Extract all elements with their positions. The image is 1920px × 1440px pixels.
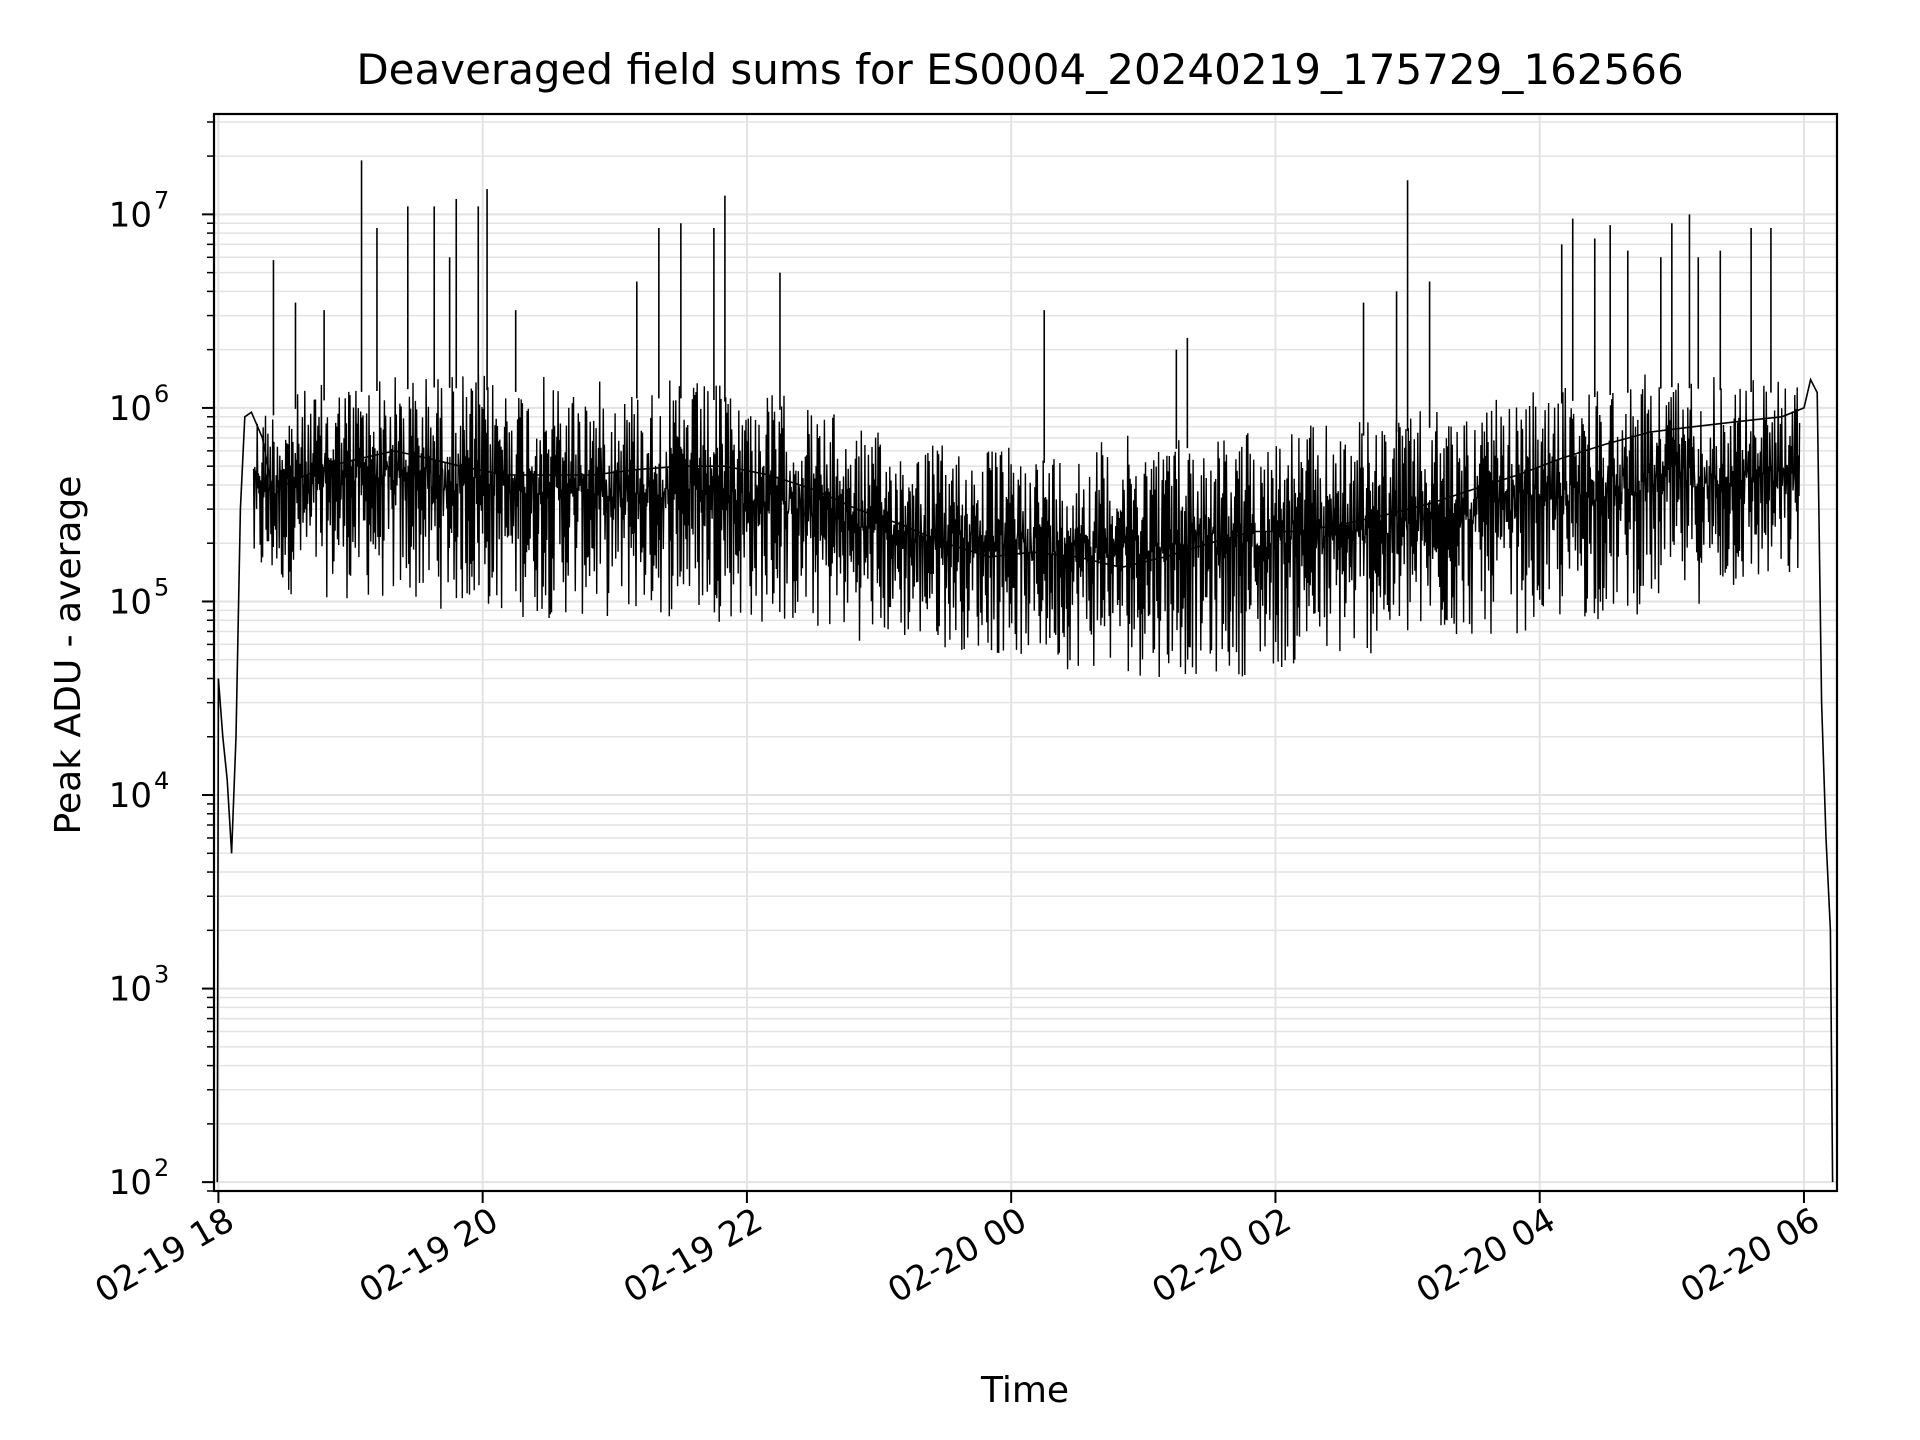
- series-band-path: [252, 374, 1801, 678]
- y-tick-label: 10: [109, 970, 152, 1010]
- y-tick-label: 10: [109, 582, 152, 622]
- y-tick-exponent: 3: [154, 961, 169, 989]
- y-tick-label: 10: [109, 776, 152, 816]
- y-tick-exponent: 5: [154, 573, 169, 601]
- y-tick-exponent: 6: [154, 380, 169, 408]
- y-tick-label: 10: [109, 1163, 152, 1203]
- series-line: [216, 160, 1834, 1183]
- y-tick-exponent: 4: [154, 767, 169, 795]
- y-tick-label: 10: [109, 389, 152, 429]
- y-tick-label: 10: [109, 195, 152, 235]
- series-envelope-path: [216, 377, 1834, 1183]
- y-tick-exponent: 2: [154, 1154, 169, 1182]
- y-axis-label: Peak ADU - average: [48, 476, 89, 835]
- chart-title: Deaveraged field sums for ES0004_2024021…: [356, 45, 1683, 94]
- y-tick-exponent: 7: [154, 186, 169, 214]
- plot-frame: [212, 112, 1839, 1193]
- x-axis-label: Time: [980, 1370, 1069, 1411]
